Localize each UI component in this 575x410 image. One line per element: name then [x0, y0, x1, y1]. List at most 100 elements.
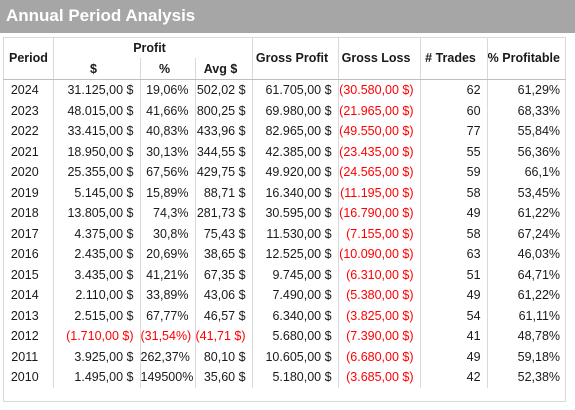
gross-loss-cell: (49.550,00 $): [337, 121, 421, 142]
profit-cell: 13.805,00 $: [52, 203, 140, 224]
avg-cell: 429,75 $: [194, 162, 253, 183]
header-gross-profit: Gross Profit: [251, 37, 339, 80]
table-row: 2015 3.435,00 $41,21% 67,35 $9.745,00 $ (6.…: [3, 264, 567, 285]
table-row: 2017 4.375,00 $30,8% 75,43 $11.530,00 $ (7.…: [3, 223, 567, 244]
period-cell: 2014: [10, 288, 39, 303]
header-gross-loss: Gross Loss: [337, 37, 421, 80]
profit-cell: 31.125,00 $: [52, 79, 140, 101]
avg-cell: 433,96 $: [194, 121, 253, 142]
trades-cell: 54: [419, 305, 488, 326]
profitable-cell: 52,38%: [486, 367, 567, 388]
period-cell: 2023: [10, 103, 39, 118]
trades-cell: 77: [419, 121, 488, 142]
period-cell: 2018: [10, 206, 39, 221]
profit-cell: 25.355,00 $: [52, 162, 140, 183]
header-profitable: % Profitable: [486, 37, 567, 80]
annual-analysis-table: Period Profit Gross Profit Gross Loss # …: [3, 37, 567, 388]
avg-cell: (41,71 $): [194, 326, 253, 347]
trades-cell: 58: [419, 182, 488, 203]
header-profit-avg: Avg $: [194, 58, 253, 80]
table-row: 2019 5.145,00 $15,89% 88,71 $16.340,00 $ (1…: [3, 182, 567, 203]
trades-cell: 58: [419, 223, 488, 244]
avg-cell: 67,35 $: [194, 264, 253, 285]
trades-cell: 63: [419, 244, 488, 265]
profitable-cell: 56,36%: [486, 141, 567, 162]
table-row: 2013 2.515,00 $67,77% 46,57 $6.340,00 $ (3.…: [3, 305, 567, 326]
gross-profit-cell: 9.745,00 $: [251, 264, 339, 285]
gross-profit-cell: 6.340,00 $: [251, 305, 339, 326]
gross-loss-cell: (7.155,00 $): [337, 223, 421, 244]
period-cell: 2019: [10, 185, 39, 200]
profitable-cell: 46,03%: [486, 244, 567, 265]
header-profit: Profit: [52, 37, 253, 58]
profitable-cell: 61,22%: [486, 285, 567, 306]
profitable-cell: 48,78%: [486, 326, 567, 347]
gross-loss-cell: (30.580,00 $): [337, 79, 421, 101]
table-row: 2016 2.435,00 $20,69% 38,65 $12.525,00 $ (1…: [3, 244, 567, 265]
header-profit-dollar: $: [52, 58, 140, 80]
header-profit-percent: %: [139, 58, 195, 80]
profit-cell: 33.415,00 $: [52, 121, 140, 142]
trades-cell: 49: [419, 203, 488, 224]
profitable-cell: 61,22%: [486, 203, 567, 224]
profitable-cell: 61,11%: [486, 305, 567, 326]
page-title: Annual Period Analysis: [6, 6, 196, 25]
profitable-cell: 66,1%: [486, 162, 567, 183]
percent-cell: 149500%: [139, 367, 195, 388]
gross-profit-cell: 12.525,00 $: [251, 244, 339, 265]
profit-cell: 2.435,00 $: [52, 244, 140, 265]
profit-cell: 5.145,00 $: [52, 182, 140, 203]
percent-cell: 30,8%: [139, 223, 195, 244]
percent-cell: 40,83%: [139, 121, 195, 142]
profit-cell: 1.495,00 $: [52, 367, 140, 388]
trades-cell: 62: [419, 79, 488, 101]
table-row: 2012 (1.710,00 $) (31,54%) (41,71 $) 5.680,0…: [3, 326, 567, 347]
profitable-cell: 68,33%: [486, 100, 567, 121]
avg-cell: 43,06 $: [194, 285, 253, 306]
avg-cell: 800,25 $: [194, 100, 253, 121]
trades-cell: 41: [419, 326, 488, 347]
gross-loss-cell: (3.825,00 $): [337, 305, 421, 326]
gross-loss-cell: (6.310,00 $): [337, 264, 421, 285]
avg-cell: 46,57 $: [194, 305, 253, 326]
profitable-cell: 64,71%: [486, 264, 567, 285]
profit-cell: 2.515,00 $: [52, 305, 140, 326]
gross-profit-cell: 16.340,00 $: [251, 182, 339, 203]
gross-profit-cell: 10.605,00 $: [251, 346, 339, 367]
period-cell: 2016: [10, 247, 39, 262]
period-cell: 2017: [10, 226, 39, 241]
trades-cell: 42: [419, 367, 488, 388]
avg-cell: 88,71 $: [194, 182, 253, 203]
profitable-cell: 67,24%: [486, 223, 567, 244]
percent-cell: 19,06%: [139, 79, 195, 101]
table-row: 2010 1.495,00 $149500% 35,60 $5.180,00 $ (3…: [3, 367, 567, 388]
profitable-cell: 59,18%: [486, 346, 567, 367]
period-cell: 2013: [10, 308, 39, 323]
profit-cell: 2.110,00 $: [52, 285, 140, 306]
table-row: 2020 25.355,00 $67,56% 429,75 $49.920,00 $…: [3, 162, 567, 183]
period-cell: 2011: [11, 349, 39, 364]
avg-cell: 281,73 $: [194, 203, 253, 224]
profit-cell: 3.435,00 $: [52, 264, 140, 285]
trades-cell: 60: [419, 100, 488, 121]
table-body: 2024 31.125,00 $19,06% 502,02 $61.705,00 $…: [3, 79, 567, 388]
period-cell: 2024: [10, 83, 39, 98]
profitable-cell: 55,84%: [486, 121, 567, 142]
table-row: 2014 2.110,00 $33,89% 43,06 $7.490,00 $ (5.…: [3, 285, 567, 306]
profitable-cell: 61,29%: [486, 79, 567, 101]
header-period: Period: [3, 37, 53, 80]
profit-cell: 18.950,00 $: [52, 141, 140, 162]
gross-loss-cell: (11.195,00 $): [337, 182, 421, 203]
profit-cell: (1.710,00 $): [52, 326, 140, 347]
avg-cell: 502,02 $: [194, 79, 253, 101]
period-cell: 2021: [10, 144, 39, 159]
avg-cell: 38,65 $: [194, 244, 253, 265]
gross-loss-cell: (3.685,00 $): [337, 367, 421, 388]
table-row: 2021 18.950,00 $30,13% 344,55 $42.385,00 $…: [3, 141, 567, 162]
gross-profit-cell: 11.530,00 $: [251, 223, 339, 244]
profitable-cell: 53,45%: [486, 182, 567, 203]
table-row: 2024 31.125,00 $19,06% 502,02 $61.705,00 $…: [3, 79, 567, 101]
profit-cell: 48.015,00 $: [52, 100, 140, 121]
percent-cell: 67,77%: [139, 305, 195, 326]
gross-profit-cell: 7.490,00 $: [251, 285, 339, 306]
